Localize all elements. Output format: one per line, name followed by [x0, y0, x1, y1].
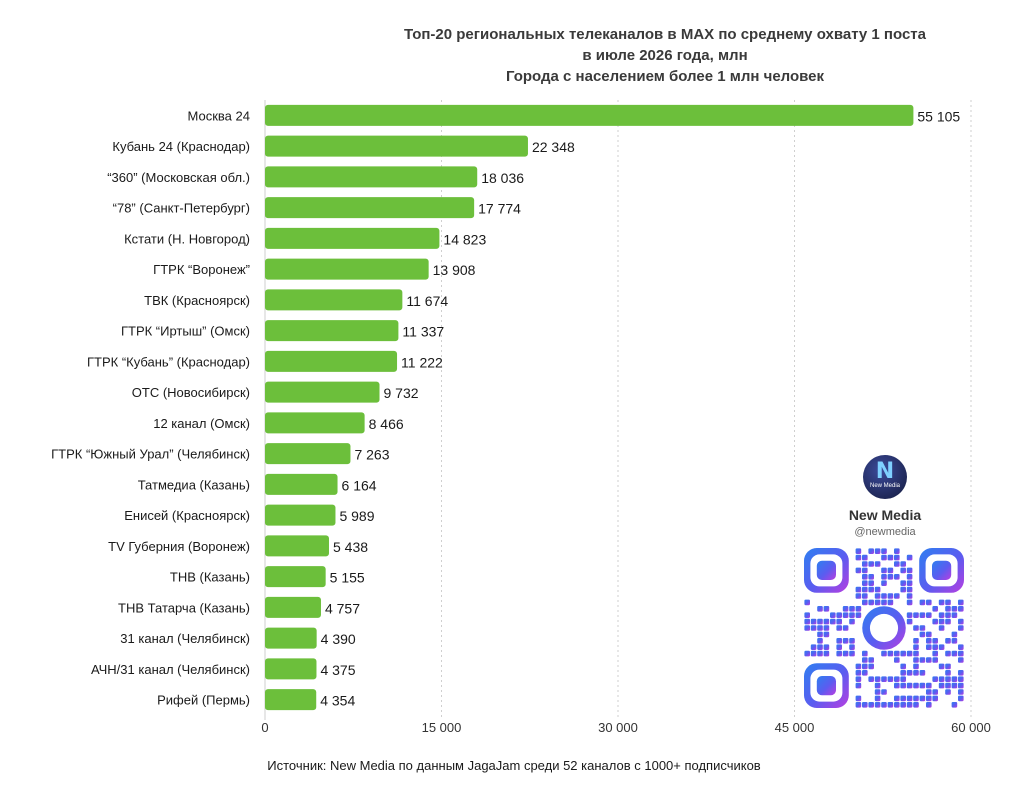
category-label: 12 канал (Омск)	[153, 416, 250, 431]
category-label: Енисей (Красноярск)	[124, 508, 250, 523]
logo-text: New Media	[869, 483, 900, 489]
bar	[265, 197, 475, 219]
category-label: Рифей (Пермь)	[157, 693, 250, 708]
value-label: 11 337	[402, 324, 444, 340]
new-media-logo-icon: N New Media	[863, 455, 907, 499]
value-label: 5 438	[333, 539, 368, 555]
value-label: 8 466	[369, 416, 404, 432]
bar	[265, 104, 914, 126]
value-label: 4 354	[320, 693, 355, 709]
category-label: “360” (Московская обл.)	[107, 170, 250, 185]
category-label: ГТРК “Иртыш” (Омск)	[121, 324, 250, 339]
value-label: 14 823	[443, 231, 486, 247]
chart-subtitle: Города с населением более 1 млн человек	[505, 68, 825, 85]
category-label: АЧН/31 канал (Челябинск)	[91, 662, 250, 677]
category-label: ГТРК “Кубань” (Краснодар)	[87, 354, 250, 369]
bar	[265, 166, 478, 188]
category-label: ГТРК “Южный Урал” (Челябинск)	[51, 447, 250, 462]
value-label: 7 263	[354, 447, 389, 463]
bar	[265, 504, 336, 526]
x-tick-label: 15 000	[422, 720, 462, 735]
chart-title: Топ-20 региональных телеканалов в MAX по…	[270, 24, 1028, 87]
value-label: 5 989	[339, 508, 374, 524]
bar	[265, 135, 528, 157]
value-label: 5 155	[330, 570, 365, 586]
bar	[265, 258, 429, 280]
qr-code-icon	[804, 548, 964, 708]
brand-block: N New Media New Media @newmedia	[830, 455, 940, 538]
value-label: 4 375	[320, 662, 355, 678]
category-label: ТВК (Красноярск)	[144, 293, 250, 308]
bar	[265, 320, 399, 342]
category-label: ТНВ Татарча (Казань)	[118, 600, 250, 615]
bar	[265, 535, 329, 557]
category-label: Москва 24	[188, 108, 250, 123]
x-tick-label: 0	[261, 720, 268, 735]
category-label: 31 канал (Челябинск)	[120, 631, 250, 646]
bar	[265, 289, 403, 311]
value-label: 11 222	[401, 354, 443, 370]
category-label: ОТС (Новосибирск)	[132, 385, 250, 400]
value-label: 4 390	[321, 631, 356, 647]
category-label: ТНВ (Казань)	[170, 570, 250, 585]
bar	[265, 412, 365, 434]
source-note: Источник: New Media по данным JagaJam ср…	[267, 758, 761, 773]
value-label: 17 774	[478, 201, 521, 217]
bar	[265, 566, 326, 588]
category-label: Татмедиа (Казань)	[138, 477, 250, 492]
value-label: 4 757	[325, 600, 360, 616]
category-label: TV Губерния (Воронеж)	[108, 539, 250, 554]
bar	[265, 689, 317, 711]
value-label: 6 164	[342, 477, 377, 493]
category-label: Кубань 24 (Краснодар)	[112, 139, 250, 154]
value-label: 55 105	[917, 108, 960, 124]
bar	[265, 473, 338, 495]
bar	[265, 443, 351, 465]
category-label: “78” (Санкт-Петербург)	[113, 201, 250, 216]
bar	[265, 381, 380, 403]
category-label: Кстати (Н. Новгород)	[124, 231, 250, 246]
bar	[265, 658, 317, 680]
bar	[265, 227, 440, 249]
chart-title-line-2: в июле 2026 года, млн	[582, 47, 748, 64]
x-tick-label: 45 000	[775, 720, 815, 735]
chart-title-line-1: Топ-20 региональных телеканалов в MAX по…	[403, 26, 926, 43]
category-label: ГТРК “Воронеж”	[153, 262, 250, 277]
bar	[265, 596, 321, 618]
bar	[265, 350, 398, 372]
brand-handle: @newmedia	[854, 526, 916, 538]
value-label: 22 348	[532, 139, 575, 155]
value-label: 13 908	[433, 262, 476, 278]
value-label: 9 732	[384, 385, 419, 401]
value-label: 18 036	[481, 170, 524, 186]
brand-name: New Media	[848, 507, 922, 523]
bar	[265, 627, 317, 649]
x-tick-label: 60 000	[951, 720, 991, 735]
value-label: 11 674	[406, 293, 448, 309]
x-tick-label: 30 000	[598, 720, 638, 735]
